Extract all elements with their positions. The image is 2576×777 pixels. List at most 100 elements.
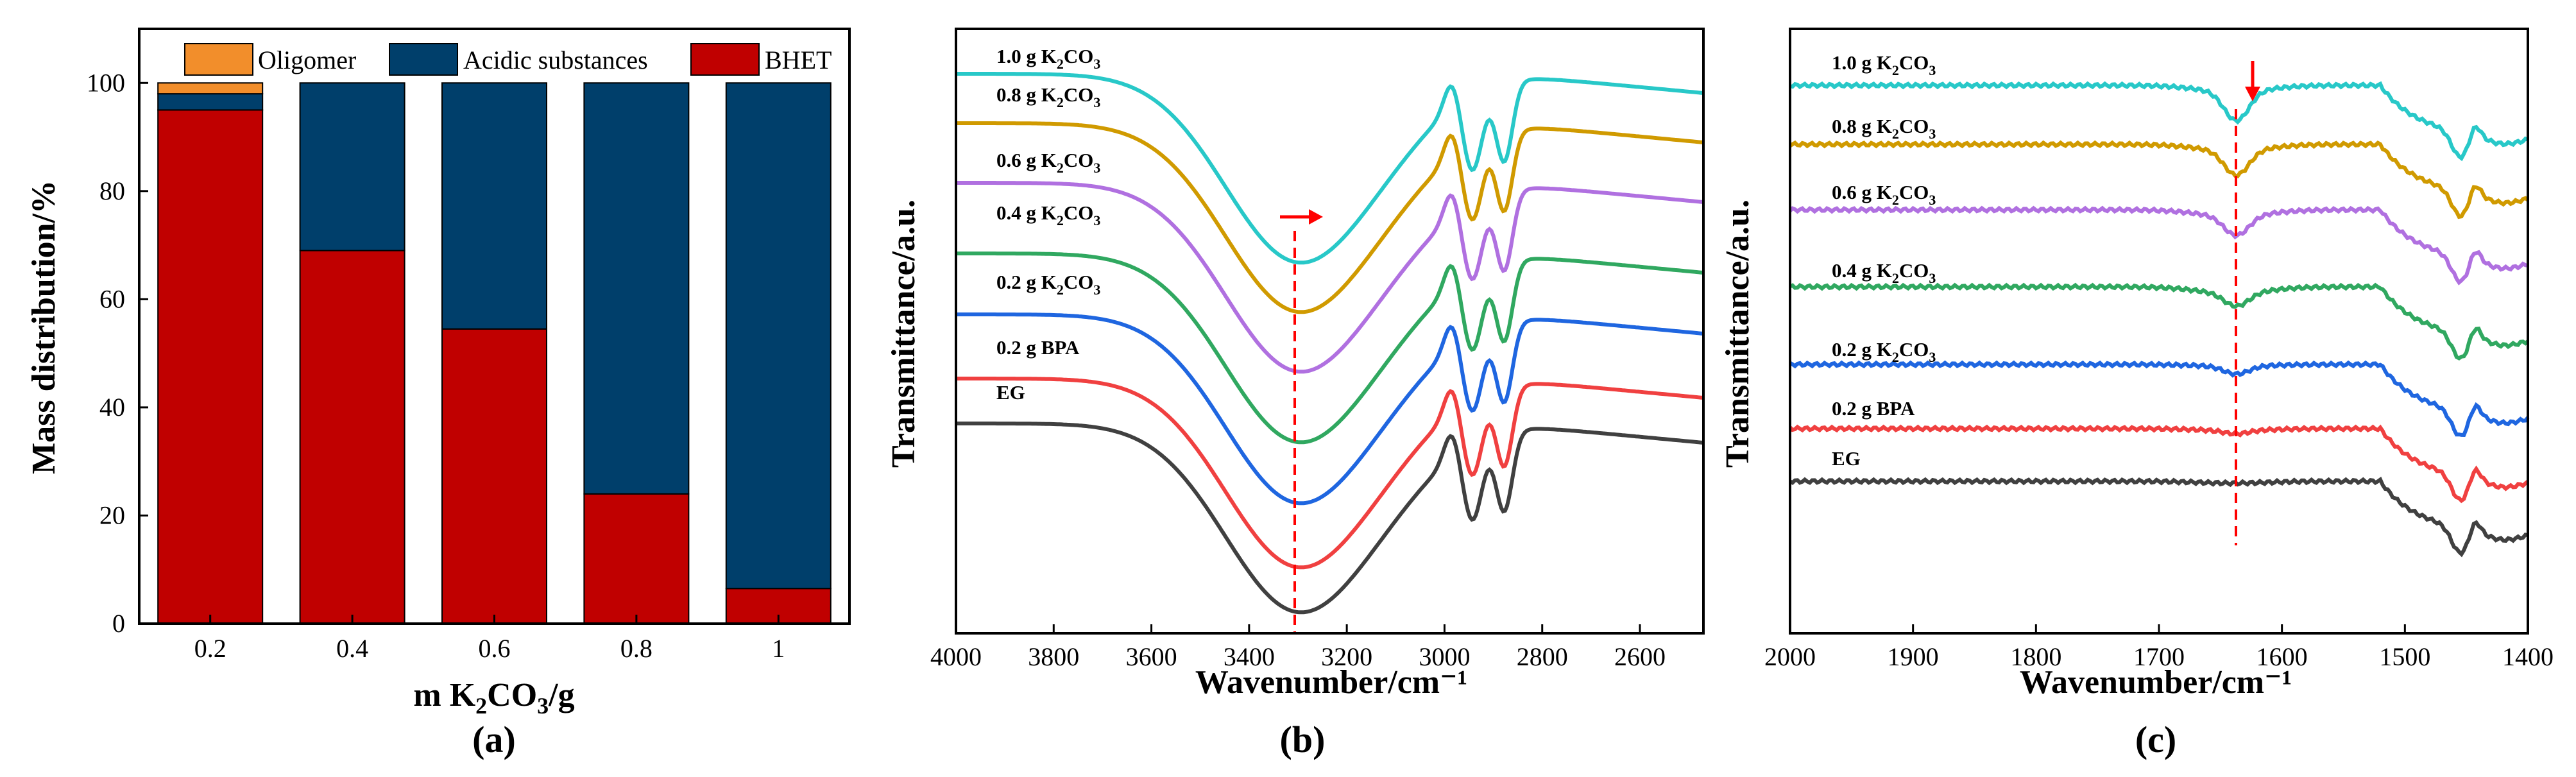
curve-label: EG xyxy=(996,381,1025,404)
y-axis-label: Transmittance/a.u. xyxy=(885,200,922,468)
x-tick-label: 2000 xyxy=(1764,642,1816,671)
legend-swatch-oligomer xyxy=(184,43,253,76)
y-axis-label: Mass distribution/% xyxy=(26,180,62,474)
bar-segment-acidic-substances xyxy=(583,82,690,495)
legend-label-bhet: BHET xyxy=(765,46,832,74)
x-tick-label: 3200 xyxy=(1321,642,1372,671)
spectra-group xyxy=(956,72,1703,615)
legend: Oligomer Acidic substances BHET xyxy=(184,43,832,76)
x-label-pre: m K xyxy=(413,677,475,713)
spectrum-line xyxy=(956,181,1703,374)
panel-label-a: (a) xyxy=(472,719,516,760)
curve-labels: EG 0.2 g BPA 0.2 g K2CO3 0.4 g K2CO3 0.6 g K… xyxy=(1832,51,1936,470)
curve-label: 0.8 g K2CO3 xyxy=(996,83,1100,110)
spectrum-line xyxy=(956,121,1703,314)
bar-segment-bhet xyxy=(299,250,405,624)
y-axis-ticks: 0 20 40 60 80 100 xyxy=(87,68,148,638)
x-label-sub2: 3 xyxy=(537,693,549,719)
x-tick-label: 0.2 xyxy=(194,634,226,663)
x-tick-label: 0.8 xyxy=(620,634,653,663)
curve-label: 0.6 g K2CO3 xyxy=(1832,181,1936,208)
bar-segment-acidic-substances xyxy=(725,82,832,590)
x-tick-label: 2800 xyxy=(1517,642,1568,671)
curve-label: EG xyxy=(1832,447,1861,470)
x-axis-label: m K2CO3/g xyxy=(413,677,574,719)
curve-label: 0.8 g K2CO3 xyxy=(1832,115,1936,142)
arrow-head xyxy=(1309,209,1323,225)
curve-label: 1.0 g K2CO3 xyxy=(1832,51,1936,78)
y-tick-label: 60 xyxy=(99,284,125,313)
x-axis-label: Wavenumber/cm⁻¹ xyxy=(1195,664,1467,701)
x-tick-label: 1900 xyxy=(1888,642,1939,671)
shift-arrow xyxy=(2245,61,2260,101)
x-tick-label: 1700 xyxy=(2133,642,2185,671)
curve-label: 0.2 g BPA xyxy=(1832,397,1915,420)
spectra-group xyxy=(1788,81,2530,558)
curve-label: 0.4 g K2CO3 xyxy=(996,201,1100,228)
x-tick-label: 2600 xyxy=(1614,642,1666,671)
spectrum-line xyxy=(1789,476,2529,558)
spectrum-line xyxy=(1789,282,2529,361)
x-axis-ticks: 2000 1900 1800 1700 1600 1500 1400 xyxy=(1764,624,2554,671)
bar-segment-bhet xyxy=(583,493,690,625)
y-tick-label: 80 xyxy=(99,176,125,205)
x-tick-label: 0.4 xyxy=(336,634,368,663)
spectrum-line xyxy=(956,377,1703,570)
spectrum-line xyxy=(956,252,1703,445)
x-label-sub: 2 xyxy=(475,693,487,719)
x-tick-label: 1 xyxy=(772,634,785,663)
curve-label: 0.4 g K2CO3 xyxy=(1832,259,1936,286)
bar-segment-bhet xyxy=(441,328,547,624)
spectrum-line xyxy=(956,312,1703,506)
bar-segment-acidic-substances xyxy=(299,82,405,252)
spectrum-line xyxy=(956,422,1703,615)
plot-frame xyxy=(955,28,1705,635)
bar-group xyxy=(157,82,832,625)
bar-segment-bhet xyxy=(157,109,264,624)
legend-label-acidic: Acidic substances xyxy=(463,46,648,74)
x-axis-label: Wavenumber/cm⁻¹ xyxy=(2020,664,2292,701)
x-label-mid: CO xyxy=(487,677,537,713)
spectrum-line xyxy=(956,72,1703,265)
y-tick-label: 0 xyxy=(112,609,125,638)
x-tick-label: 1500 xyxy=(2379,642,2430,671)
panel-b: 4000 3800 3600 3400 3200 3000 2800 2600 EG 0.2 g… xyxy=(885,28,1705,760)
x-tick-label: 3600 xyxy=(1126,642,1177,671)
x-label-post: /g xyxy=(548,677,574,713)
x-tick-label: 3400 xyxy=(1224,642,1275,671)
x-tick-label: 1800 xyxy=(2010,642,2061,671)
panel-a: 0 20 40 60 80 100 0.2 0.4 0.6 0.8 1 Oligomer Acid… xyxy=(26,28,851,760)
curve-label: 0.2 g K2CO3 xyxy=(1832,338,1936,365)
x-tick-label: 3800 xyxy=(1028,642,1079,671)
y-axis-label: Transmittance/a.u. xyxy=(1719,200,1756,468)
panel-label-c: (c) xyxy=(2135,719,2176,760)
x-axis-ticks: 0.2 0.4 0.6 0.8 1 xyxy=(194,615,785,663)
x-tick-label: 0.6 xyxy=(479,634,511,663)
arrow-head xyxy=(2245,87,2260,101)
spectrum-line xyxy=(1789,360,2530,438)
panel-c: 2000 1900 1800 1700 1600 1500 1400 EG 0.2 g BPA… xyxy=(1719,28,2554,760)
shift-arrow xyxy=(1280,209,1323,225)
y-tick-label: 40 xyxy=(99,393,125,422)
legend-swatch-acidic xyxy=(389,43,458,76)
panel-label-b: (b) xyxy=(1280,719,1326,760)
legend-label-oligomer: Oligomer xyxy=(258,46,356,74)
bar-segment-acidic-substances xyxy=(441,82,547,330)
legend-swatch-bhet xyxy=(690,43,760,76)
spectrum-line xyxy=(1788,205,2529,286)
x-tick-label: 3000 xyxy=(1419,642,1470,671)
x-tick-label: 4000 xyxy=(930,642,982,671)
x-axis-ticks: 4000 3800 3600 3400 3200 3000 2800 2600 xyxy=(930,624,1666,671)
curve-label: 0.2 g K2CO3 xyxy=(996,271,1100,298)
x-tick-label: 1400 xyxy=(2502,642,2554,671)
curve-label: 1.0 g K2CO3 xyxy=(996,45,1100,72)
curve-label: 0.6 g K2CO3 xyxy=(996,149,1100,176)
spectrum-line xyxy=(1789,81,2529,162)
curve-label: 0.2 g BPA xyxy=(996,336,1080,359)
spectrum-line xyxy=(1788,424,2529,504)
bar-segment-oligomer xyxy=(157,82,264,95)
bar-segment-acidic-substances xyxy=(157,93,264,111)
y-tick-label: 20 xyxy=(99,500,125,529)
y-tick-label: 100 xyxy=(87,68,125,97)
